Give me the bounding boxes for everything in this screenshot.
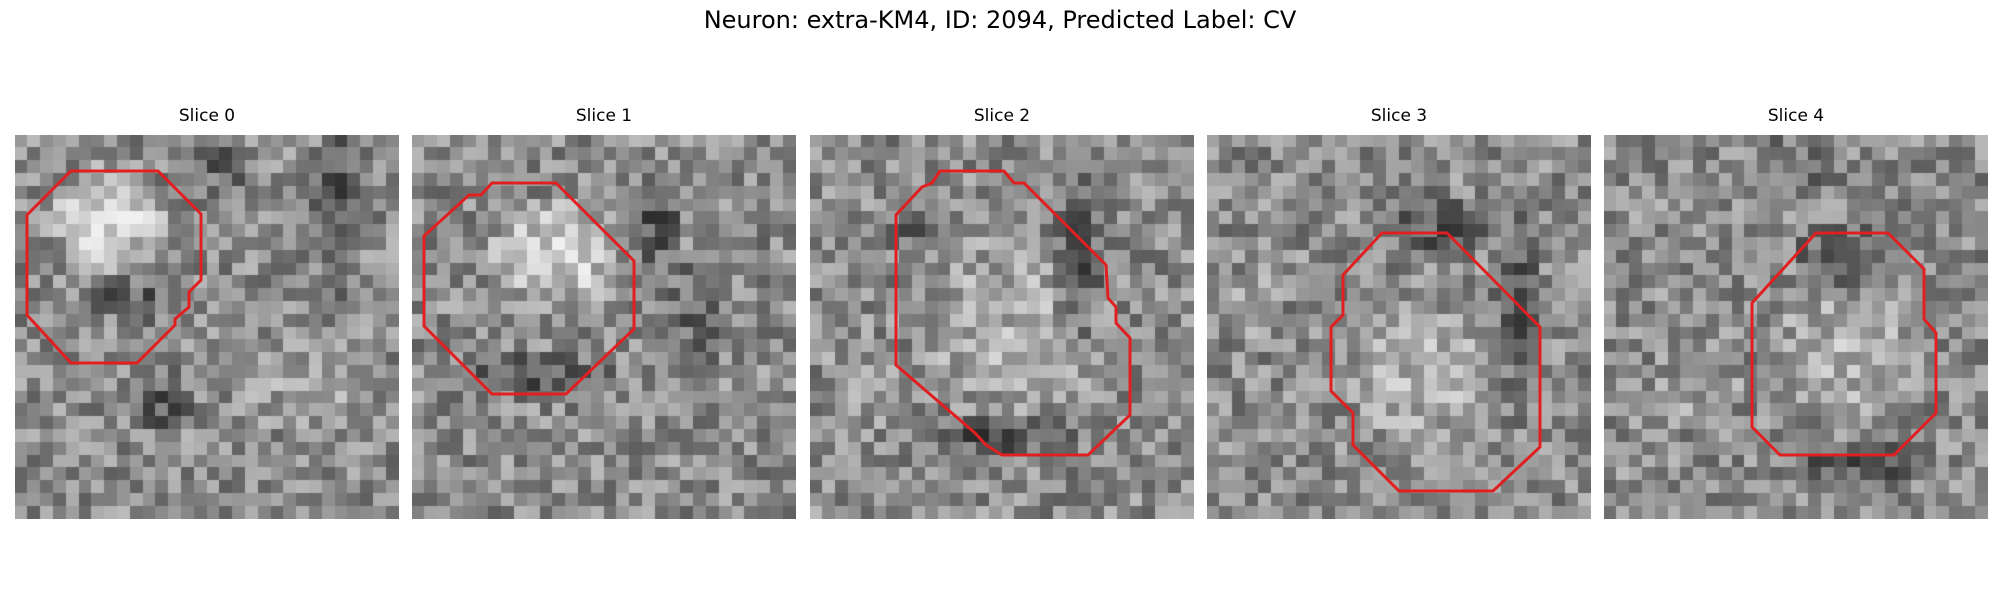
slice-panel-1: Slice 1 [412, 106, 796, 519]
grayscale-micrograph [412, 135, 796, 519]
cell-contour [1329, 231, 1542, 493]
grayscale-micrograph [15, 135, 399, 519]
slice-title: Slice 1 [575, 106, 633, 126]
contour-overlay [25, 169, 203, 365]
slice-title: Slice 2 [973, 106, 1031, 126]
slice-image-2 [810, 135, 1194, 519]
slice-image-0 [15, 135, 399, 519]
figure-title: Neuron: extra-KM4, ID: 2094, Predicted L… [703, 6, 1297, 34]
slice-image-4 [1604, 135, 1988, 519]
slice-image-3 [1207, 135, 1591, 519]
cell-contour [422, 181, 636, 396]
cell-contour [25, 169, 203, 365]
slice-title: Slice 4 [1767, 106, 1825, 126]
cell-contour [1750, 231, 1938, 457]
contour-overlay [1329, 231, 1542, 493]
slice-title: Slice 3 [1370, 106, 1428, 126]
slice-title: Slice 0 [178, 106, 236, 126]
contour-overlay [422, 181, 636, 396]
cell-contour [894, 169, 1132, 457]
slice-panel-4: Slice 4 [1604, 106, 1988, 519]
slice-panel-2: Slice 2 [810, 106, 1194, 519]
slice-image-1 [412, 135, 796, 519]
contour-overlay [894, 169, 1132, 457]
grayscale-micrograph [1207, 135, 1591, 519]
slice-panel-3: Slice 3 [1207, 106, 1591, 519]
contour-overlay [1750, 231, 1938, 457]
slice-panel-0: Slice 0 [15, 106, 399, 519]
